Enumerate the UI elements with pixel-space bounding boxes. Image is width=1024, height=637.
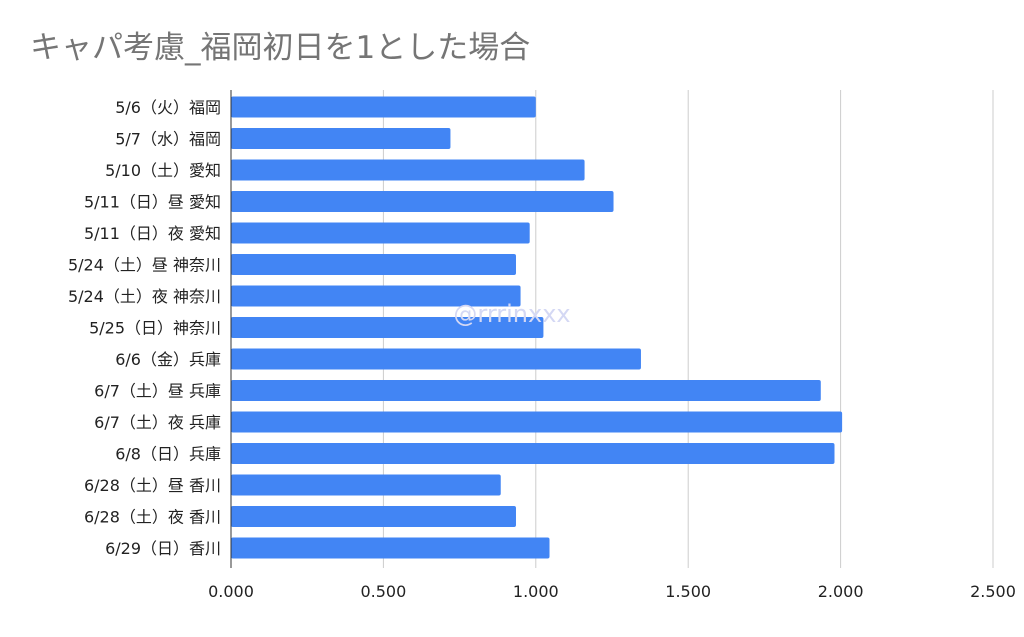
bar <box>231 254 516 275</box>
category-labels: 5/6（火）福岡 5/7（水）福岡 5/10（土）愛知 5/11（日）昼 愛知 5/11… <box>68 98 221 558</box>
category-label: 5/10（土）愛知 <box>105 161 221 180</box>
category-label: 5/24（土）夜 神奈川 <box>68 287 221 306</box>
category-label: 5/11（日）昼 愛知 <box>84 193 221 212</box>
category-label: 6/8（日）兵庫 <box>115 445 221 464</box>
category-label: 6/28（土）昼 香川 <box>84 476 221 495</box>
category-label: 5/24（土）昼 神奈川 <box>68 256 221 275</box>
bars <box>231 96 843 559</box>
category-label: 6/6（金）兵庫 <box>115 350 221 369</box>
category-label: 5/25（日）神奈川 <box>89 319 221 338</box>
chart-title: キャパ考慮_福岡初日を1とした場合 <box>30 30 531 66</box>
category-label: 5/7（水）福岡 <box>115 130 221 149</box>
bar <box>231 348 641 370</box>
bar <box>231 443 835 464</box>
x-tick-label: 2.500 <box>970 582 1016 601</box>
watermark-text: @rrrinxxx <box>453 300 570 328</box>
category-label: 6/28（土）夜 香川 <box>84 508 221 527</box>
category-label: 6/7（土）夜 兵庫 <box>94 413 221 432</box>
category-label: 5/11（日）夜 愛知 <box>84 224 221 243</box>
bar <box>231 317 544 338</box>
bar <box>231 222 530 244</box>
bar <box>231 411 843 433</box>
bar <box>231 474 501 496</box>
x-tick-label: 0.000 <box>208 582 254 601</box>
category-label: 6/29（日）香川 <box>105 539 221 558</box>
bar <box>231 285 521 307</box>
bar <box>231 537 550 559</box>
bar <box>231 191 614 212</box>
category-label: 5/6（火）福岡 <box>115 98 221 117</box>
bar <box>231 128 451 149</box>
bar <box>231 96 536 118</box>
x-tick-label: 2.000 <box>818 582 864 601</box>
x-tick-labels: 0.000 0.500 1.000 1.500 2.000 2.500 <box>208 582 1016 601</box>
bar <box>231 159 585 181</box>
x-tick-label: 0.500 <box>360 582 406 601</box>
bar <box>231 506 516 527</box>
category-label: 6/7（土）昼 兵庫 <box>94 382 221 401</box>
bar <box>231 380 821 401</box>
x-tick-label: 1.000 <box>513 582 559 601</box>
x-tick-label: 1.500 <box>665 582 711 601</box>
